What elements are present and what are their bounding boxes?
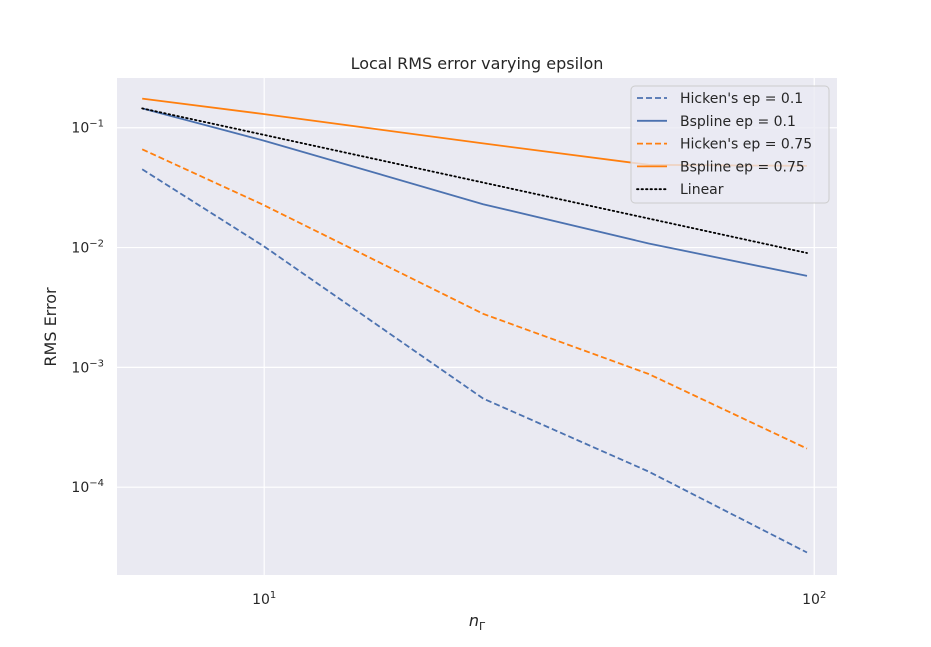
- series-line-1: [141, 107, 808, 277]
- x-tick-label: 102: [802, 590, 826, 608]
- legend-label: Linear: [680, 182, 724, 198]
- x-tick-labels: 101 102: [252, 590, 826, 608]
- y-tick-label: 10−2: [71, 239, 104, 257]
- x-axis-label: nΓ: [469, 611, 486, 633]
- y-axis-label: RMS Error: [41, 287, 60, 367]
- y-tick-label: 10−1: [71, 119, 104, 137]
- chart-title: Local RMS error varying epsilon: [351, 54, 604, 73]
- legend-box: [630, 85, 830, 204]
- series-line-0: [141, 168, 808, 554]
- legend-label: Bspline ep = 0.1: [680, 114, 796, 130]
- legend: Hicken's ep = 0.1 Bspline ep = 0.1 Hicken'…: [630, 85, 830, 204]
- x-tick-label: 101: [252, 590, 276, 608]
- y-tick-label: 10−3: [71, 358, 104, 376]
- legend-label: Hicken's ep = 0.1: [680, 91, 803, 107]
- y-tick-label: 10−4: [71, 478, 104, 496]
- series-line-2: [141, 148, 808, 450]
- y-tick-labels: 10−4 10−3 10−2 10−1: [71, 119, 104, 496]
- series-line-4: [141, 107, 808, 254]
- legend-label: Hicken's ep = 0.75: [680, 137, 812, 153]
- legend-label: Bspline ep = 0.75: [680, 159, 805, 175]
- series-lines: [141, 97, 808, 554]
